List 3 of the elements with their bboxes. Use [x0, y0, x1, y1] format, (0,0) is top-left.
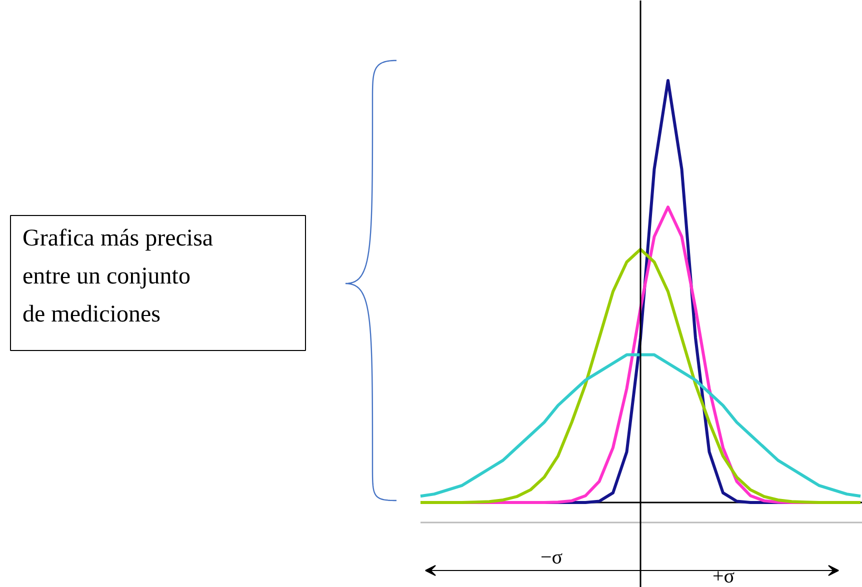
text: Grafica más precisa entre un conjunto de mediciones	[22, 226, 214, 328]
text: −σ	[540, 546, 563, 568]
text: +σ	[712, 566, 735, 587]
